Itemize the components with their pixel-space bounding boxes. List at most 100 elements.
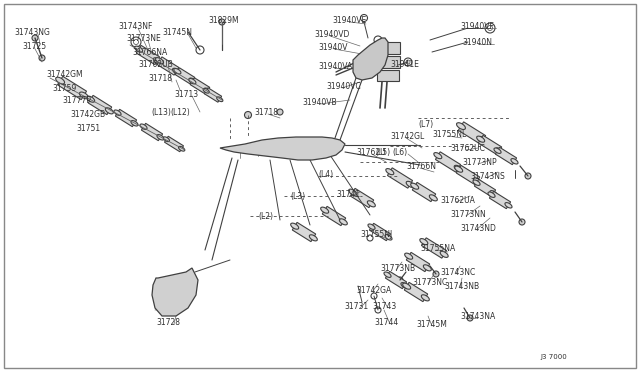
Text: 31713: 31713 — [174, 90, 198, 99]
Circle shape — [219, 19, 225, 25]
Circle shape — [406, 60, 410, 64]
Ellipse shape — [473, 180, 480, 185]
Ellipse shape — [488, 192, 495, 198]
Polygon shape — [435, 152, 461, 172]
Text: 31725: 31725 — [22, 42, 46, 51]
Ellipse shape — [404, 253, 413, 259]
Text: 31941E: 31941E — [390, 60, 419, 69]
Polygon shape — [456, 166, 480, 185]
Text: (L7): (L7) — [418, 120, 433, 129]
Ellipse shape — [406, 181, 414, 187]
Text: 31718: 31718 — [148, 74, 172, 83]
Ellipse shape — [204, 88, 211, 93]
Ellipse shape — [189, 78, 196, 84]
Ellipse shape — [403, 283, 411, 289]
Text: 31777P: 31777P — [62, 96, 91, 105]
Text: 31940VC: 31940VC — [326, 82, 361, 91]
Polygon shape — [369, 223, 390, 241]
Ellipse shape — [339, 219, 348, 225]
Ellipse shape — [321, 207, 329, 213]
Circle shape — [519, 219, 525, 225]
Ellipse shape — [421, 295, 429, 301]
Ellipse shape — [454, 166, 463, 172]
Polygon shape — [478, 135, 502, 155]
Text: 31743NC: 31743NC — [440, 268, 476, 277]
Ellipse shape — [309, 235, 317, 241]
Circle shape — [277, 109, 283, 115]
Ellipse shape — [511, 158, 518, 164]
Text: 31742GA: 31742GA — [356, 286, 391, 295]
Polygon shape — [164, 136, 184, 152]
Text: 31773NN: 31773NN — [450, 210, 486, 219]
Ellipse shape — [156, 58, 163, 64]
Text: 31762U: 31762U — [356, 148, 386, 157]
Polygon shape — [406, 252, 429, 272]
Ellipse shape — [134, 46, 143, 52]
Polygon shape — [353, 38, 388, 80]
Circle shape — [374, 36, 382, 44]
Ellipse shape — [131, 121, 138, 126]
Text: 31773NC: 31773NC — [412, 278, 447, 287]
Polygon shape — [136, 45, 160, 65]
Text: 31940VB: 31940VB — [302, 98, 337, 107]
Polygon shape — [495, 147, 516, 165]
Circle shape — [367, 235, 373, 241]
Polygon shape — [404, 282, 428, 302]
Text: 31751: 31751 — [76, 124, 100, 133]
Text: 31728: 31728 — [156, 318, 180, 327]
Polygon shape — [88, 95, 112, 115]
Circle shape — [131, 37, 141, 47]
Circle shape — [371, 293, 377, 299]
Text: 31755NA: 31755NA — [420, 244, 455, 253]
Text: 31940VD: 31940VD — [314, 30, 349, 39]
Circle shape — [433, 271, 439, 277]
Ellipse shape — [174, 68, 181, 74]
Polygon shape — [350, 188, 374, 208]
Ellipse shape — [367, 201, 375, 207]
Text: (L12): (L12) — [170, 108, 189, 117]
Ellipse shape — [505, 203, 512, 208]
Circle shape — [134, 39, 138, 45]
Text: (L3): (L3) — [290, 192, 305, 201]
Polygon shape — [376, 42, 400, 54]
Ellipse shape — [386, 169, 394, 175]
Ellipse shape — [154, 58, 161, 64]
Ellipse shape — [423, 265, 431, 271]
Text: 31759: 31759 — [52, 84, 76, 93]
Ellipse shape — [429, 195, 437, 201]
Text: (L13): (L13) — [151, 108, 171, 117]
Text: 31773NP: 31773NP — [462, 158, 497, 167]
Polygon shape — [474, 179, 495, 197]
Ellipse shape — [420, 238, 428, 245]
Circle shape — [488, 26, 493, 31]
Polygon shape — [412, 182, 436, 202]
Ellipse shape — [163, 137, 170, 142]
Ellipse shape — [86, 96, 95, 102]
Ellipse shape — [114, 110, 121, 115]
Ellipse shape — [479, 137, 488, 143]
Polygon shape — [204, 88, 221, 102]
Polygon shape — [323, 206, 346, 226]
Ellipse shape — [411, 183, 419, 189]
Polygon shape — [190, 78, 210, 94]
Polygon shape — [157, 57, 179, 75]
Text: 31829M: 31829M — [208, 16, 239, 25]
Text: 31773NB: 31773NB — [380, 264, 415, 273]
Ellipse shape — [56, 77, 65, 84]
Circle shape — [196, 46, 204, 54]
Text: (L6): (L6) — [392, 148, 407, 157]
Text: 31743NG: 31743NG — [14, 28, 50, 37]
Circle shape — [32, 35, 38, 41]
Polygon shape — [421, 238, 447, 258]
Circle shape — [374, 51, 381, 58]
Ellipse shape — [189, 78, 196, 83]
Circle shape — [244, 112, 252, 119]
Ellipse shape — [140, 124, 147, 129]
Text: 31731: 31731 — [344, 302, 368, 311]
Text: 31743NA: 31743NA — [460, 312, 495, 321]
Text: 31743NB: 31743NB — [444, 282, 479, 291]
Text: 31940VF: 31940VF — [460, 22, 494, 31]
Text: 31741: 31741 — [336, 190, 360, 199]
Ellipse shape — [173, 68, 180, 74]
Polygon shape — [377, 70, 399, 80]
